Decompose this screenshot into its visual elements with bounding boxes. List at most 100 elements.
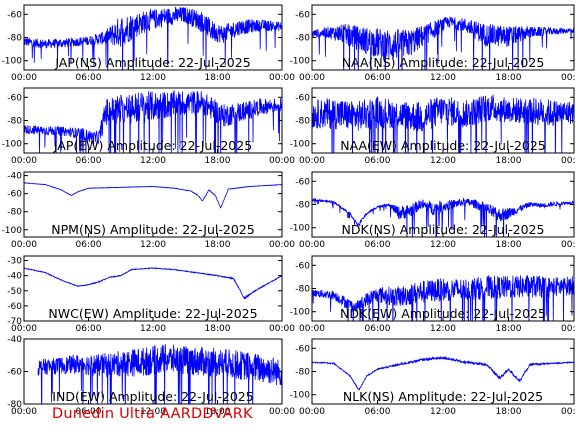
y-tick-label: -80 — [7, 208, 22, 218]
series-trace-1 — [24, 6, 282, 70]
series-trace-1 — [24, 182, 282, 209]
y-tick-label: -70 — [7, 317, 22, 327]
x-tick-label: 12:00 — [430, 407, 456, 417]
x-tick-label: 18:00 — [205, 324, 231, 334]
panel-title: JAP(EW) Amplitude: 22-Jul-2025 — [53, 138, 252, 153]
x-tick-label: 18:00 — [205, 73, 231, 83]
station-footer: Dunedin Ultra AARDDVARK — [52, 406, 253, 422]
y-tick-label: -30 — [7, 257, 22, 267]
x-tick-label: 06:00 — [76, 240, 102, 250]
x-tick-label: 18:00 — [496, 240, 522, 250]
x-tick-label: 00:00 — [299, 324, 325, 334]
x-tick-label: 12:00 — [140, 73, 166, 83]
x-tick-label: 00:00 — [561, 156, 576, 166]
x-tick-label: 18:00 — [496, 73, 522, 83]
y-tick-label: -100 — [290, 224, 311, 234]
y-tick-label: -50 — [7, 287, 22, 297]
x-tick-label: 00:00 — [269, 240, 295, 250]
x-tick-label: 12:00 — [140, 240, 166, 250]
x-tick-label: 06:00 — [365, 407, 391, 417]
panel-title: IND(EW) Amplitude: 22-Jul-2025 — [52, 389, 253, 404]
x-tick-label: 06:00 — [365, 73, 391, 83]
panel-title: JAP(NS) Amplitude: 22-Jul-2025 — [54, 55, 250, 70]
y-tick-label: -80 — [295, 34, 310, 44]
y-tick-label: -60 — [295, 261, 310, 271]
x-tick-label: 06:00 — [76, 73, 102, 83]
series-trace-1 — [312, 197, 574, 237]
panel-title: NAA(EW) Amplitude: 22-Jul-2025 — [340, 138, 546, 153]
y-tick-label: -40 — [7, 172, 22, 182]
panel-7: -70 -60 -50 -40 -30 00:00 06:00 12:00 18:00 00:00… — [7, 255, 295, 334]
panel-6: -100 -80 -60 00:00 06:00 12:00 18:00 00:00 NDK(N… — [290, 171, 576, 250]
x-tick-label: 00:00 — [269, 156, 295, 166]
series-trace-1 — [312, 355, 574, 391]
panel-title: NLK(NS) Amplitude: 22-Jul-2025 — [343, 389, 543, 404]
y-tick-label: -100 — [2, 140, 23, 150]
x-tick-label: 18:00 — [496, 324, 522, 334]
panel-title: NAA(NS) Amplitude: 22-Jul-2025 — [342, 55, 545, 70]
x-tick-label: 00:00 — [561, 324, 576, 334]
y-tick-label: -100 — [290, 391, 311, 401]
x-tick-label: 18:00 — [205, 156, 231, 166]
x-tick-label: 12:00 — [430, 240, 456, 250]
y-tick-label: -100 — [2, 57, 23, 67]
panel-2: -100 -80 -60 00:00 06:00 12:00 18:00 00:00 NAA(N… — [290, 4, 576, 83]
y-tick-label: -100 — [290, 140, 311, 150]
x-tick-label: 00:00 — [299, 240, 325, 250]
x-tick-label: 00:00 — [11, 407, 37, 417]
x-tick-label: 00:00 — [11, 73, 37, 83]
panel-title: NDK(NS) Amplitude: 22-Jul-2025 — [342, 222, 545, 237]
x-tick-label: 12:00 — [140, 407, 166, 417]
panel-1: -100 -80 -60 00:00 06:00 12:00 18:00 00:00 JAP(N… — [2, 4, 295, 83]
y-tick-label: -60 — [295, 177, 310, 187]
panel-title: NWC(EW) Amplitude: 22-Jul-2025 — [48, 306, 257, 321]
y-tick-label: -60 — [295, 10, 310, 20]
x-tick-label: 00:00 — [299, 73, 325, 83]
x-tick-label: 12:00 — [430, 73, 456, 83]
y-tick-label: -80 — [7, 400, 22, 410]
x-tick-label: 00:00 — [561, 240, 576, 250]
y-tick-label: -80 — [295, 285, 310, 295]
x-tick-label: 12:00 — [140, 324, 166, 334]
y-tick-label: -80 — [7, 34, 22, 44]
y-tick-label: -60 — [7, 190, 22, 200]
x-tick-label: 06:00 — [365, 324, 391, 334]
x-tick-label: 06:00 — [76, 407, 102, 417]
y-tick-label: -40 — [7, 335, 22, 345]
x-tick-label: 00:00 — [11, 240, 37, 250]
y-tick-label: -40 — [7, 272, 22, 282]
x-tick-label: 00:00 — [269, 73, 295, 83]
x-tick-label: 00:00 — [269, 324, 295, 334]
y-tick-label: -60 — [7, 368, 22, 378]
x-tick-label: 18:00 — [205, 407, 231, 417]
series-trace-1 — [312, 93, 574, 153]
y-tick-label: -60 — [295, 93, 310, 103]
y-tick-label: -100 — [290, 57, 311, 67]
x-tick-label: 06:00 — [76, 156, 102, 166]
x-tick-label: 00:00 — [11, 324, 37, 334]
y-tick-label: -80 — [295, 201, 310, 211]
series-trace-1 — [37, 344, 282, 404]
panel-10: -100 -80 -60 00:00 06:00 12:00 18:00 00:00 NLK(N… — [290, 338, 576, 417]
series-trace-1 — [24, 266, 282, 300]
y-tick-label: -60 — [7, 93, 22, 103]
series-trace-1 — [312, 274, 574, 321]
x-tick-label: 00:00 — [11, 156, 37, 166]
y-tick-label: -80 — [295, 368, 310, 378]
x-tick-label: 18:00 — [496, 156, 522, 166]
panel-9: -80 -60 -40 00:00 06:00 12:00 18:00 00:00 IND(EW… — [7, 335, 295, 417]
panel-5: -100 -80 -60 -40 00:00 06:00 12:00 18:00 00:00 NP… — [2, 171, 295, 250]
x-tick-label: 12:00 — [140, 156, 166, 166]
x-tick-label: 06:00 — [365, 156, 391, 166]
x-tick-label: 12:00 — [430, 324, 456, 334]
x-tick-label: 18:00 — [496, 407, 522, 417]
panel-8: -100 -80 -60 00:00 06:00 12:00 18:00 00:00 NDK(E… — [290, 255, 576, 334]
y-tick-label: -100 — [290, 308, 311, 318]
x-tick-label: 12:00 — [430, 156, 456, 166]
y-tick-label: -80 — [7, 117, 22, 127]
y-tick-label: -60 — [7, 10, 22, 20]
x-tick-label: 00:00 — [269, 407, 295, 417]
x-tick-label: 18:00 — [205, 240, 231, 250]
